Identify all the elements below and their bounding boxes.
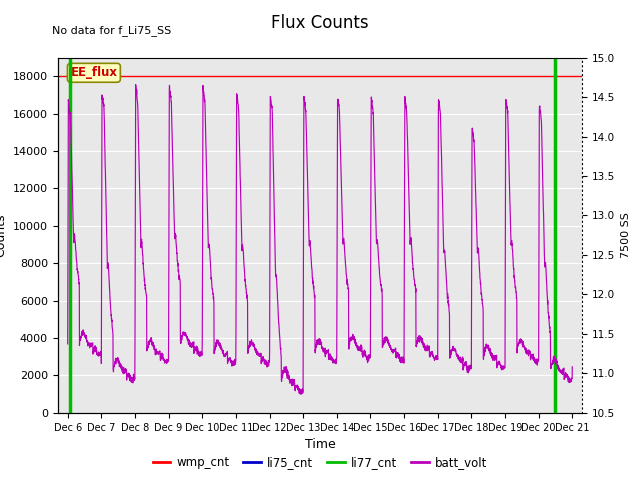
Text: No data for f_Li75_SS: No data for f_Li75_SS: [52, 25, 172, 36]
Y-axis label: 7500 SS: 7500 SS: [621, 212, 631, 258]
Text: EE_flux: EE_flux: [70, 66, 117, 79]
Text: Flux Counts: Flux Counts: [271, 14, 369, 33]
Y-axis label: Counts: Counts: [0, 214, 7, 257]
X-axis label: Time: Time: [305, 438, 335, 451]
Legend: wmp_cnt, li75_cnt, li77_cnt, batt_volt: wmp_cnt, li75_cnt, li77_cnt, batt_volt: [148, 452, 492, 474]
